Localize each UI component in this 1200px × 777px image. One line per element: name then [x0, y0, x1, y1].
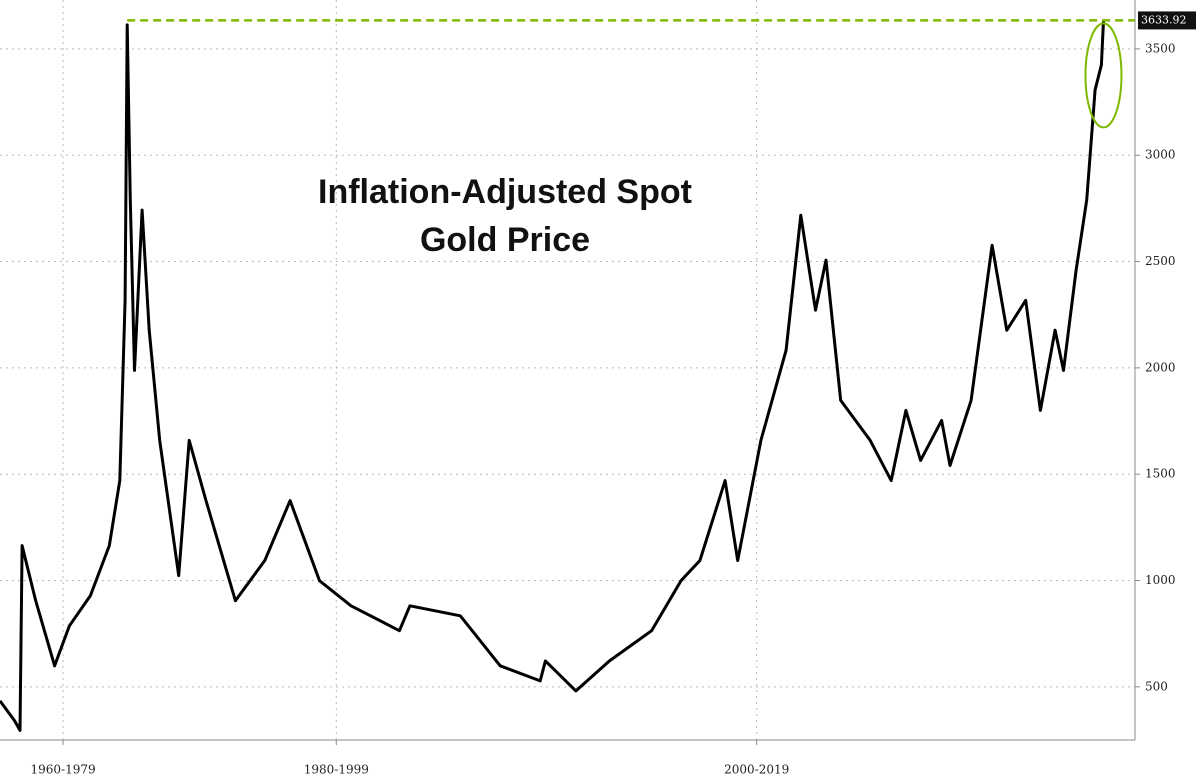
- y-tick-label: 2500: [1145, 254, 1176, 268]
- y-tick-label: 3500: [1145, 41, 1176, 55]
- x-tick-label: 2000-2019: [724, 763, 789, 777]
- y-tick-label: 1000: [1145, 573, 1176, 587]
- y-tick-label: 3000: [1145, 148, 1176, 162]
- chart-title: Inflation-Adjusted Spot Gold Price: [318, 173, 692, 259]
- x-tick-label: 1960-1979: [30, 763, 95, 777]
- highlight-ring: [1084, 22, 1123, 129]
- y-tick-label: 2000: [1145, 360, 1176, 374]
- x-tick-label: 1980-1999: [304, 763, 369, 777]
- y-tick-label: 500: [1145, 679, 1168, 693]
- max-label-box: [1138, 11, 1196, 30]
- max-label: 3633.92: [1141, 13, 1187, 26]
- price-line: [0, 20, 1105, 732]
- y-tick-label: 1500: [1145, 467, 1176, 481]
